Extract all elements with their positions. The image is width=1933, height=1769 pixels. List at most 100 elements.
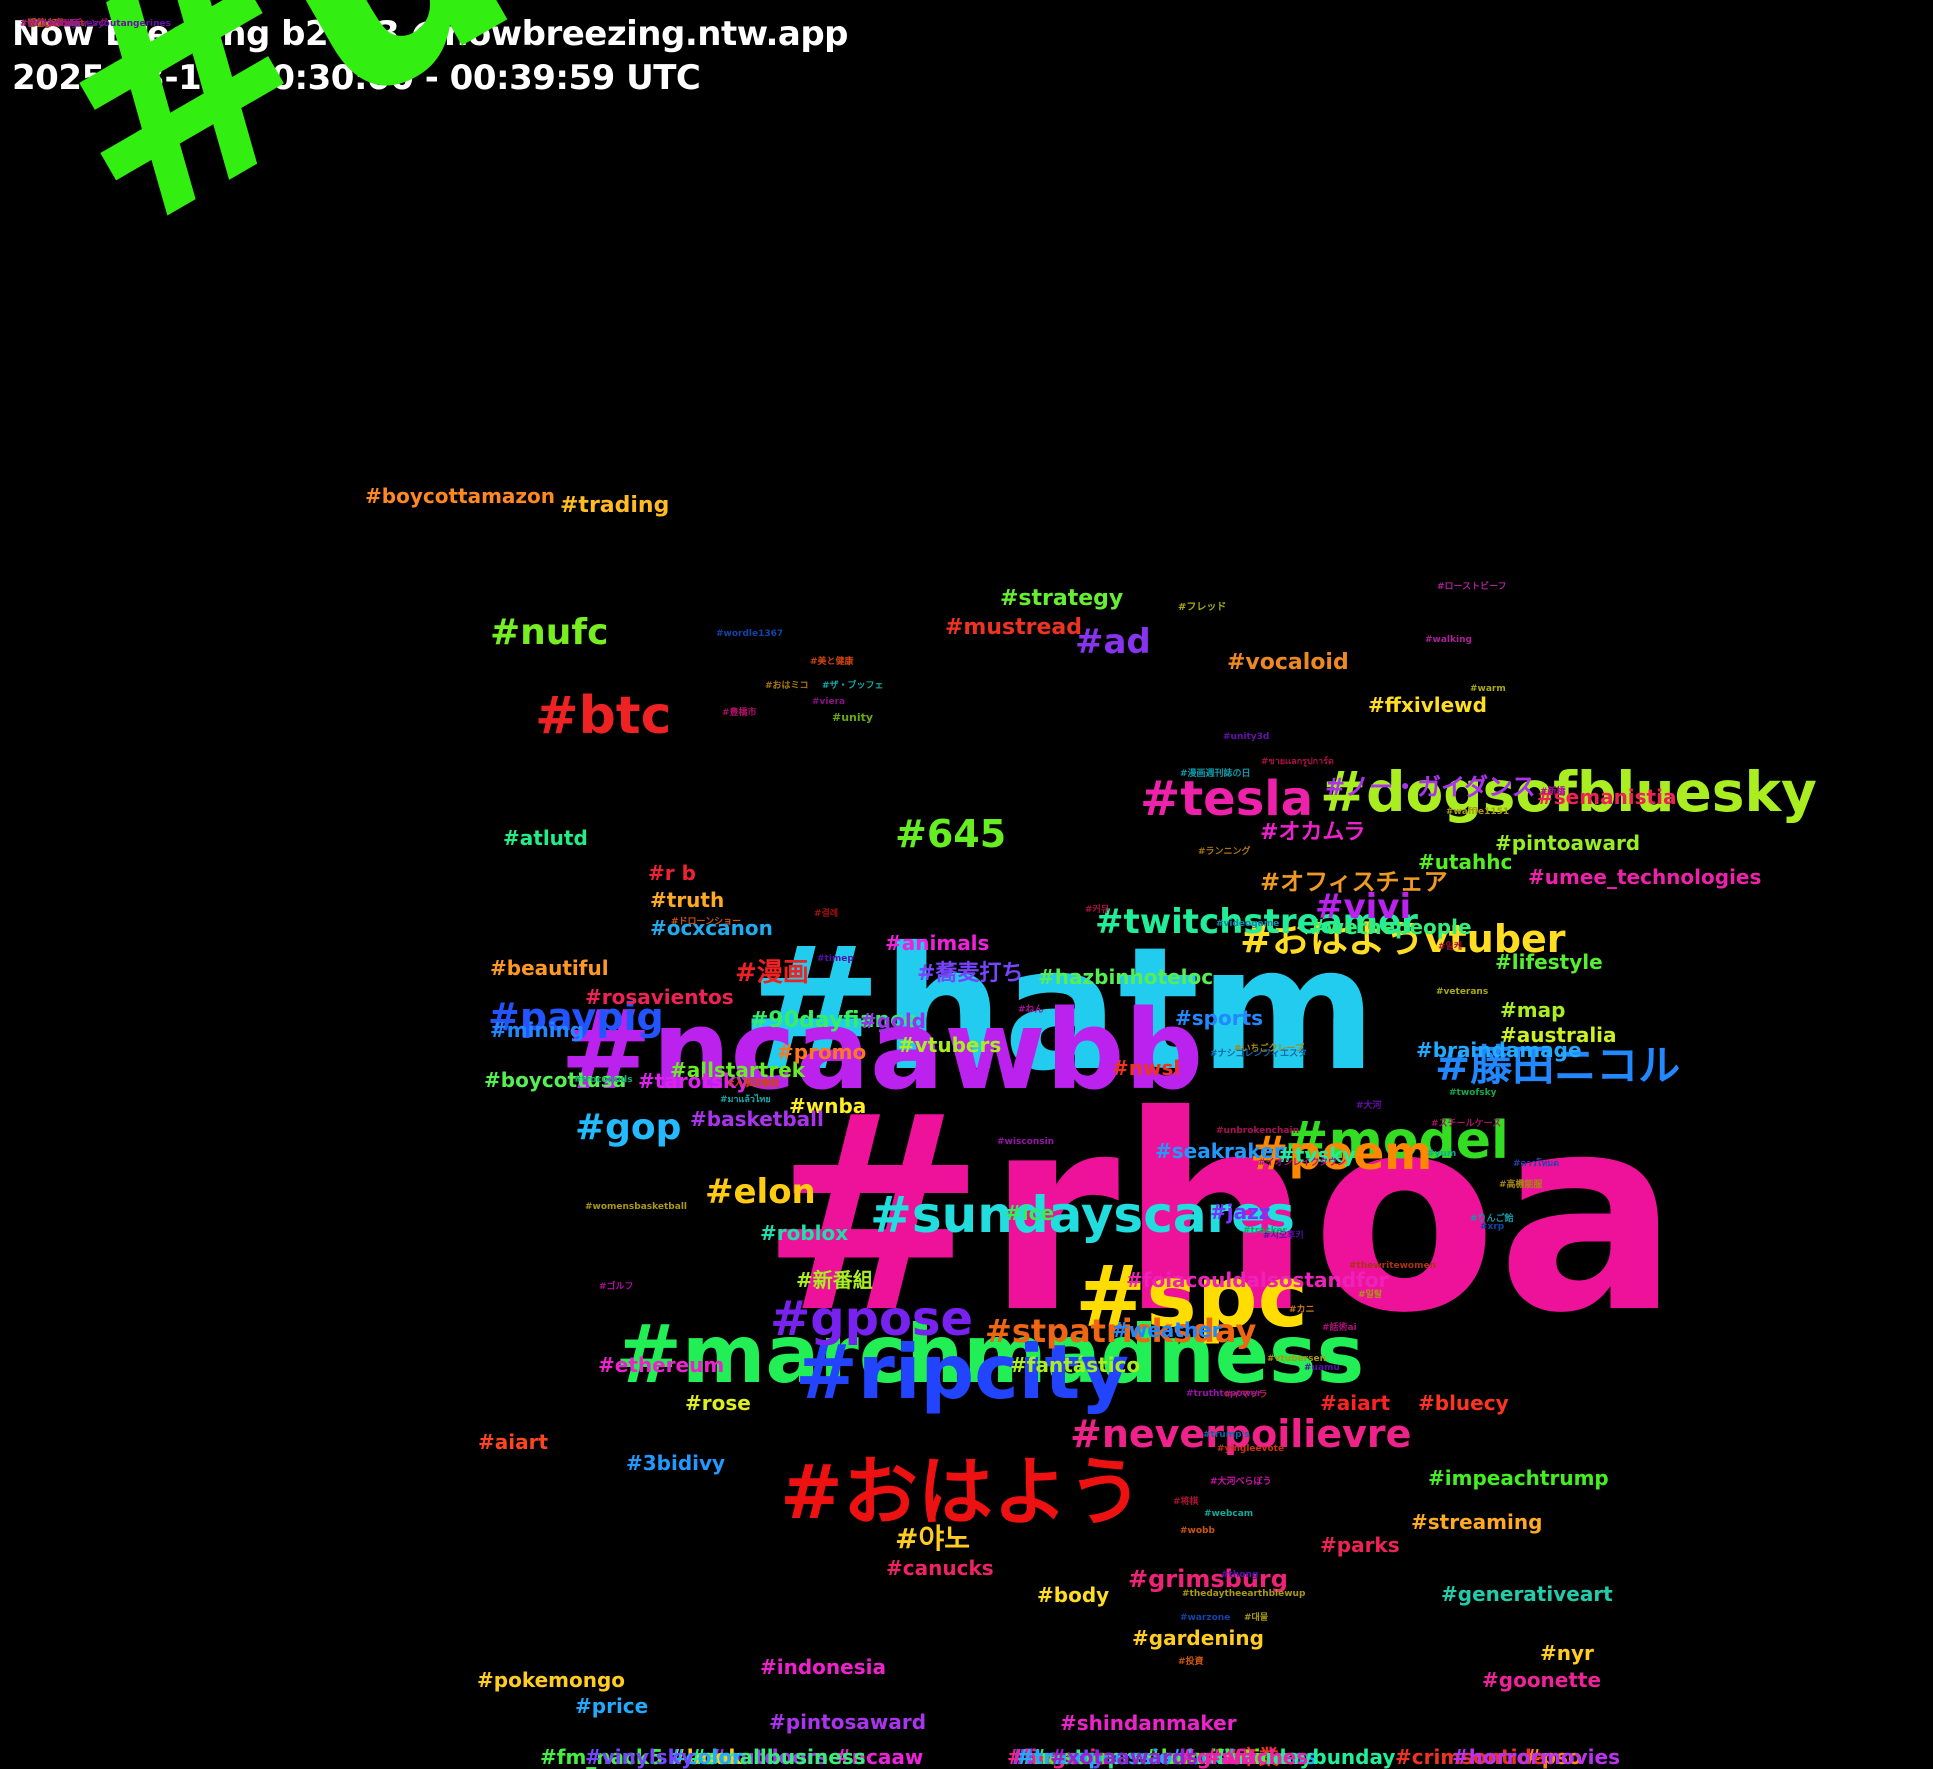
hashtag-truth: #truth [650,890,724,910]
hashtag-nyr: #nyr [1540,1643,1594,1663]
hashtag-tag-27: #야노 [895,1525,970,1553]
hashtag-3bidivy: #3bidivy [626,1453,725,1473]
hashtag-tag-148: #人事図書館 [727,1080,780,1089]
hashtag-gpose: #gpose [770,1295,973,1343]
hashtag-twofsky: #twofsky [1449,1089,1496,1098]
hashtag-tag-182: #대물 [1244,1614,1268,1623]
hashtag-tag-54: #蕎麦打ち [917,963,1023,985]
hashtag-impeachtrump: #impeachtrump [1428,1468,1609,1488]
hashtag-tag-141: #일케 [1438,943,1462,952]
hashtag-wisconsin: #wisconsin [997,1138,1054,1147]
hashtag-unrivaled: #unrivaled [0,0,1751,280]
hashtag-tag-146: #ナシゴレンフィエスタ [1210,1050,1307,1059]
hashtag-aiart: #aiart [1320,1393,1390,1413]
hashtag-gold: #gold [860,1011,926,1031]
hashtag-map: #map [1500,1000,1565,1020]
hashtag-ethereum: #ethereum [598,1355,724,1375]
hashtag-unity3d: #unity3d [1223,733,1269,742]
hashtag-writerslife: #writerslife [20,20,80,29]
hashtag-tag-156: #イオンレイクタウン [1258,1159,1346,1168]
hashtag-tag-40: #オカムラ [1260,822,1365,844]
hashtag-tag-135: #新橋 [1540,788,1566,797]
hashtag-roblox: #roblox [760,1223,848,1243]
hashtag-tag-133: #漫画週刊誌の日 [1180,770,1251,779]
hashtag-ffxivlewd: #ffxivlewd [1368,695,1487,715]
hashtag-webcam: #webcam [1204,1510,1253,1519]
hashtag-vocaloid: #vocaloid [1227,652,1349,674]
hashtag-streaming: #streaming [1411,1512,1542,1532]
hashtag-aiart: #aiart [478,1432,548,1452]
hashtag-tag-136: #ランニング [1198,848,1251,857]
hashtag-warm: #warm [1470,685,1506,694]
hashtag-tag-183: #投資 [1178,1658,1204,1667]
hashtag-tag-158: #ดาวโหมด [1513,1160,1559,1169]
hashtag-horrormovies: #horrormovies [1452,1747,1620,1767]
hashtag-animals: #animals [885,933,989,953]
hashtag-nwsl: #nwsl [1112,1058,1180,1078]
hashtag-tag-139: #커뮤 [1085,906,1109,915]
hashtag-tag-124: #美と健康 [810,658,854,667]
hashtag-r-b: #r b [648,863,696,883]
hashtag-tag-129: #豊橋市 [722,709,757,718]
hashtag-rose: #rose [685,1393,751,1413]
hashtag-tracker: #tracker [1243,1227,1287,1236]
hashtag-tag-132: #ขายเเลกรูปการ์ด [1261,758,1334,767]
hashtag-basketball: #basketball [690,1109,824,1129]
hashtag-tag-176: #将棋 [1173,1498,1199,1507]
hashtag-beautiful: #beautiful [490,958,609,978]
hashtag-tag-167: #カニ [1289,1306,1315,1315]
hashtag-canucks: #canucks [886,1558,994,1578]
hashtag-unity: #unity [832,712,873,723]
hashtag-vinylsky: #vinylsky [585,1747,694,1767]
hashtag-btc: #btc [535,690,671,742]
hashtag-tag-157: #高機能服 [1499,1181,1543,1190]
hashtag-atlutd: #atlutd [503,828,588,848]
hashtag-tag-37: #ノー・ガイダンス [1325,775,1536,799]
hashtag-ice: #ice [1005,1203,1054,1223]
hashtag-tag-121: #ローストビーフ [1437,583,1507,592]
hashtag-indonesia: #indonesia [760,1657,886,1677]
hashtag-waffle1151: #waffle1151 [1446,808,1509,817]
hashtag-gardening: #gardening [1132,1628,1264,1648]
hashtag-vtubers: #vtubers [898,1035,1001,1055]
hashtag-ai: #話術ai [1322,1324,1357,1333]
hashtag-tag-165: #일탈 [1358,1291,1382,1300]
hashtag-xrp: #xrp [1480,1223,1504,1232]
hashtag-mining: #mining [490,1020,584,1040]
hashtag-tag-138: #결례 [814,910,838,919]
hashtag-grimsburg: #grimsburg [1128,1567,1288,1591]
hashtag-videogame: #videogame [1216,920,1279,929]
hashtag-tag-125: #おはミコ [765,682,809,691]
hashtag-thedaytheearthblewup: #thedaytheearthblewup [1182,1590,1305,1599]
hashtag-shindanmaker: #shindanmaker [1060,1713,1237,1733]
hashtag-wordle1367: #wordle1367 [716,630,783,639]
hashtag-rosavientos: #rosavientos [585,987,734,1007]
hashtag-tag-166: #ゴルフ [599,1283,634,1292]
hashtag-womensbasketball: #womensbasketball [585,1203,687,1212]
hashtag-trading: #trading [560,495,669,517]
hashtag-thong: #thong [1221,1571,1258,1580]
hashtag-walking: #walking [1425,636,1472,645]
hashtag-hazbinhoteloc: #hazbinhoteloc [1038,967,1213,987]
hashtag-tag-152: #มาแล้วไทย [720,1096,771,1105]
hashtag-promo: #promo [777,1042,866,1062]
hashtag-goonette: #goonette [1482,1670,1601,1690]
hashtag-boycottamazon: #boycottamazon [365,486,555,506]
hashtag-thewritewomen: #thewritewomen [1349,1262,1436,1271]
hashtag-ad: #ad [1075,625,1151,659]
hashtag-tag-126: #ザ・ブッフェ [822,682,884,691]
hashtag-mustread: #mustread [945,617,1082,639]
hashtag-elon: #elon [705,1175,816,1209]
hashtag-pokemongo: #pokemongo [477,1670,625,1690]
hashtag-gop: #gop [575,1110,681,1146]
hashtag-trump-s: #trump's [1203,1431,1250,1440]
hashtag-tag-122: #フレッド [1178,603,1226,613]
hashtag-tag-175: #大河べらぼう [1210,1478,1272,1487]
hashtag-uamu: #uamu [1304,1364,1340,1373]
hashtag-tag-144: #ねん [1018,1006,1044,1015]
hashtag-wobb: #wobb [1180,1527,1215,1536]
hashtag-bluecy: #bluecy [1418,1393,1509,1413]
hashtag-umee-technologies: #umee_technologies [1528,867,1761,887]
hashtag-tag-6: #おはよう [780,1455,1143,1530]
